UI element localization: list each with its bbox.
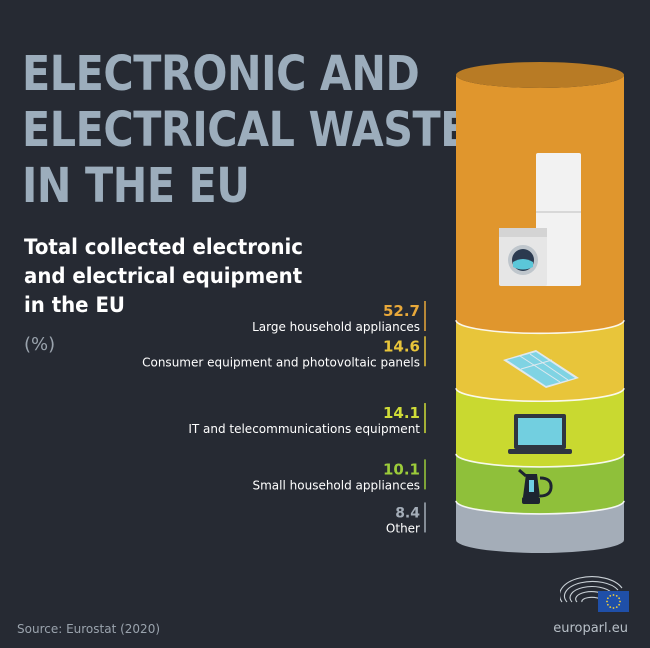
unit-label: (%) <box>24 334 56 355</box>
washing-machine-water <box>513 259 533 270</box>
kettle-spout <box>518 468 527 478</box>
segment-separator-4 <box>455 500 625 515</box>
source-text: Source: Eurostat (2020) <box>17 622 161 636</box>
main-title-line-1: ELECTRONIC AND <box>22 46 420 102</box>
cylinder-top <box>456 62 624 88</box>
value-label-1: 52.7 <box>383 302 420 320</box>
segment-separator-2 <box>455 388 625 403</box>
subtitle-line-2: and electrical equipment <box>24 264 303 288</box>
category-label-3: IT and telecommunications equipment <box>188 422 420 436</box>
kettle-icon <box>518 468 553 504</box>
main-title-line-3: IN THE EU <box>22 158 250 214</box>
category-label-4: Small household appliances <box>253 478 421 492</box>
segment-separator-1 <box>455 320 625 335</box>
value-label-5: 8.4 <box>395 505 420 521</box>
laptop-icon <box>508 414 572 454</box>
category-label-5: Other <box>386 521 420 535</box>
kettle-handle <box>539 476 553 498</box>
cylinder-segments <box>455 75 625 553</box>
fridge-body <box>536 153 581 286</box>
segment-icons <box>499 153 581 504</box>
solar-panel-icon <box>503 350 579 388</box>
site-url: europarl.eu <box>553 621 628 636</box>
solar-panel-grid-1 <box>519 355 561 383</box>
washing-machine-panel <box>499 228 547 237</box>
laptop-screen <box>518 418 562 445</box>
subtitle-line-3: in the EU <box>24 293 125 317</box>
segment-separator-3 <box>455 453 625 468</box>
laptop-base <box>508 449 572 454</box>
value-label-4: 10.1 <box>383 460 420 478</box>
kettle-window <box>529 480 534 492</box>
chart-subtitle: Total collected electronic and electrica… <box>24 233 306 320</box>
kettle-base <box>522 497 540 504</box>
european-parliament-logo <box>560 576 629 612</box>
fridge-and-washing-machine-icon <box>499 153 581 286</box>
solar-panel-cells <box>507 352 575 386</box>
cylinder-segment-4 <box>456 453 624 514</box>
eu-flag-icon <box>598 591 629 612</box>
solar-panel-grid-2 <box>529 353 569 381</box>
category-label-2: Consumer equipment and photovoltaic pane… <box>142 355 420 369</box>
category-label-1: Large household appliances <box>252 320 420 334</box>
subtitle-line-1: Total collected electronic <box>24 235 304 259</box>
cylinder-segment-5 <box>456 500 624 553</box>
value-label-3: 14.1 <box>383 404 420 422</box>
solar-panel-grid-3 <box>520 359 553 370</box>
value-label-2: 14.6 <box>383 337 420 355</box>
